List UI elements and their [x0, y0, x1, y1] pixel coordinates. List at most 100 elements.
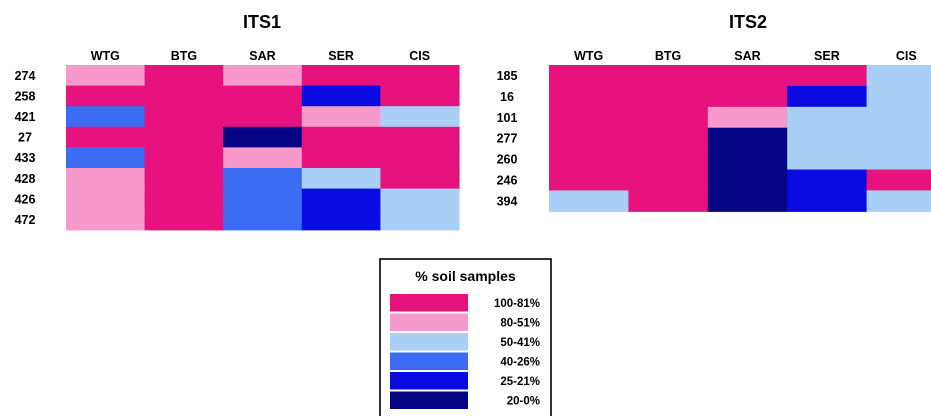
heatmap-cell [707, 106, 788, 129]
heatmap-cell [787, 106, 868, 129]
heatmap-cell [549, 127, 629, 150]
heatmap-cell [223, 209, 303, 231]
heatmap-cell [380, 147, 460, 169]
column-label: SAR [249, 49, 275, 63]
heatmap-cell [707, 148, 788, 171]
heatmap-cell [144, 85, 224, 107]
legend-swatch [390, 391, 468, 409]
heatmap-cell [144, 126, 224, 148]
heatmap-cell [866, 127, 931, 150]
legend: % soil samples 100-81% 80-51% 50-41% 40-26% 2… [379, 258, 552, 416]
heatmap-cell [549, 148, 629, 171]
heatmap-cell [223, 147, 303, 169]
heatmap-cell [628, 85, 709, 108]
heatmap-cell [866, 169, 931, 191]
row-label: 185 [497, 69, 518, 83]
row-label: 426 [15, 192, 36, 206]
heatmap-cell [66, 147, 146, 169]
heatmap-cell [787, 169, 868, 191]
heatmap-cell [144, 209, 224, 231]
column-label: CIS [896, 49, 917, 63]
heatmap-cell [301, 106, 381, 128]
heatmap-cell [707, 127, 788, 150]
heatmap-cell [549, 65, 629, 87]
heatmap-cell [144, 188, 224, 210]
heatmap-cell [380, 126, 460, 148]
chart-title: ITS2 [729, 12, 767, 32]
heatmap-cell [223, 188, 303, 210]
heatmap-cell [707, 65, 788, 87]
heatmap-cell [301, 209, 381, 231]
legend-title: % soil samples [415, 268, 516, 284]
legend-label: 100-81% [494, 298, 540, 310]
heatmap-cell [223, 65, 303, 87]
legend-swatch [390, 333, 468, 351]
row-label: 277 [497, 132, 518, 146]
heatmap-cell [66, 188, 146, 210]
heatmap-cell [66, 65, 146, 87]
column-label: SER [328, 49, 354, 63]
heatmap-cell [301, 147, 381, 169]
column-label: SAR [734, 49, 760, 63]
heatmap-cell [787, 65, 868, 87]
heatmap-cell [628, 65, 709, 87]
heatmap-cell [66, 168, 146, 190]
heatmap-cell [380, 65, 460, 87]
row-label: 394 [497, 194, 518, 208]
heatmap-cell [301, 85, 381, 107]
heatmap-cell [144, 147, 224, 169]
legend-swatch [390, 352, 468, 370]
heatmap-cell [866, 148, 931, 171]
heatmap-cell [144, 106, 224, 128]
heatmap-cell [787, 148, 868, 171]
heatmap-cell [66, 126, 146, 148]
legend-swatch [390, 294, 468, 312]
heatmap-cell [549, 190, 629, 212]
heatmap-cell [866, 106, 931, 129]
heatmap-cell [707, 190, 788, 212]
row-label: 421 [15, 110, 36, 124]
heatmap-cell [549, 106, 629, 129]
heatmap-cell [628, 169, 709, 191]
heatmap-cell [380, 209, 460, 231]
heatmap-cell [144, 65, 224, 87]
heatmap-cell [380, 106, 460, 128]
heatmap-cell [628, 127, 709, 150]
heatmap-cell [380, 188, 460, 210]
heatmap-cell [66, 85, 146, 107]
legend-swatch [390, 372, 468, 390]
heatmap-cell [787, 85, 868, 108]
heatmap-cell [628, 190, 709, 212]
row-label: 472 [15, 213, 36, 227]
legend-swatch [390, 313, 468, 331]
legend-label: 20-0% [507, 396, 540, 408]
heatmap-cell [144, 168, 224, 190]
row-label: 258 [15, 89, 36, 103]
heatmap-cell [66, 209, 146, 231]
heatmap-cell [787, 190, 868, 212]
row-label: 433 [15, 151, 36, 165]
heatmap-cell [628, 148, 709, 171]
legend-label: 50-41% [500, 337, 540, 349]
column-label: BTG [171, 49, 197, 63]
heatmap-cell [301, 188, 381, 210]
heatmap-cell [301, 126, 381, 148]
row-label: 16 [500, 90, 514, 104]
heatmap-its1: ITS1 WTG BTG SAR SER CIS 274 258 421 27 433 428 426 4… [15, 12, 460, 231]
heatmap-cell [223, 126, 303, 148]
legend-label: 40-26% [500, 357, 540, 369]
column-label: CIS [409, 49, 430, 63]
heatmap-cell [66, 106, 146, 128]
heatmap-cell [223, 85, 303, 107]
column-label: WTG [91, 49, 120, 63]
heatmap-cell [549, 169, 629, 191]
heatmap-cell [866, 190, 931, 212]
legend-label: 80-51% [500, 318, 540, 330]
heatmap-cell [301, 168, 381, 190]
legend-label: 25-21% [500, 376, 540, 388]
column-label: BTG [655, 49, 681, 63]
column-label: WTG [574, 49, 603, 63]
heatmap-cell [301, 65, 381, 87]
row-label: 27 [18, 131, 32, 145]
